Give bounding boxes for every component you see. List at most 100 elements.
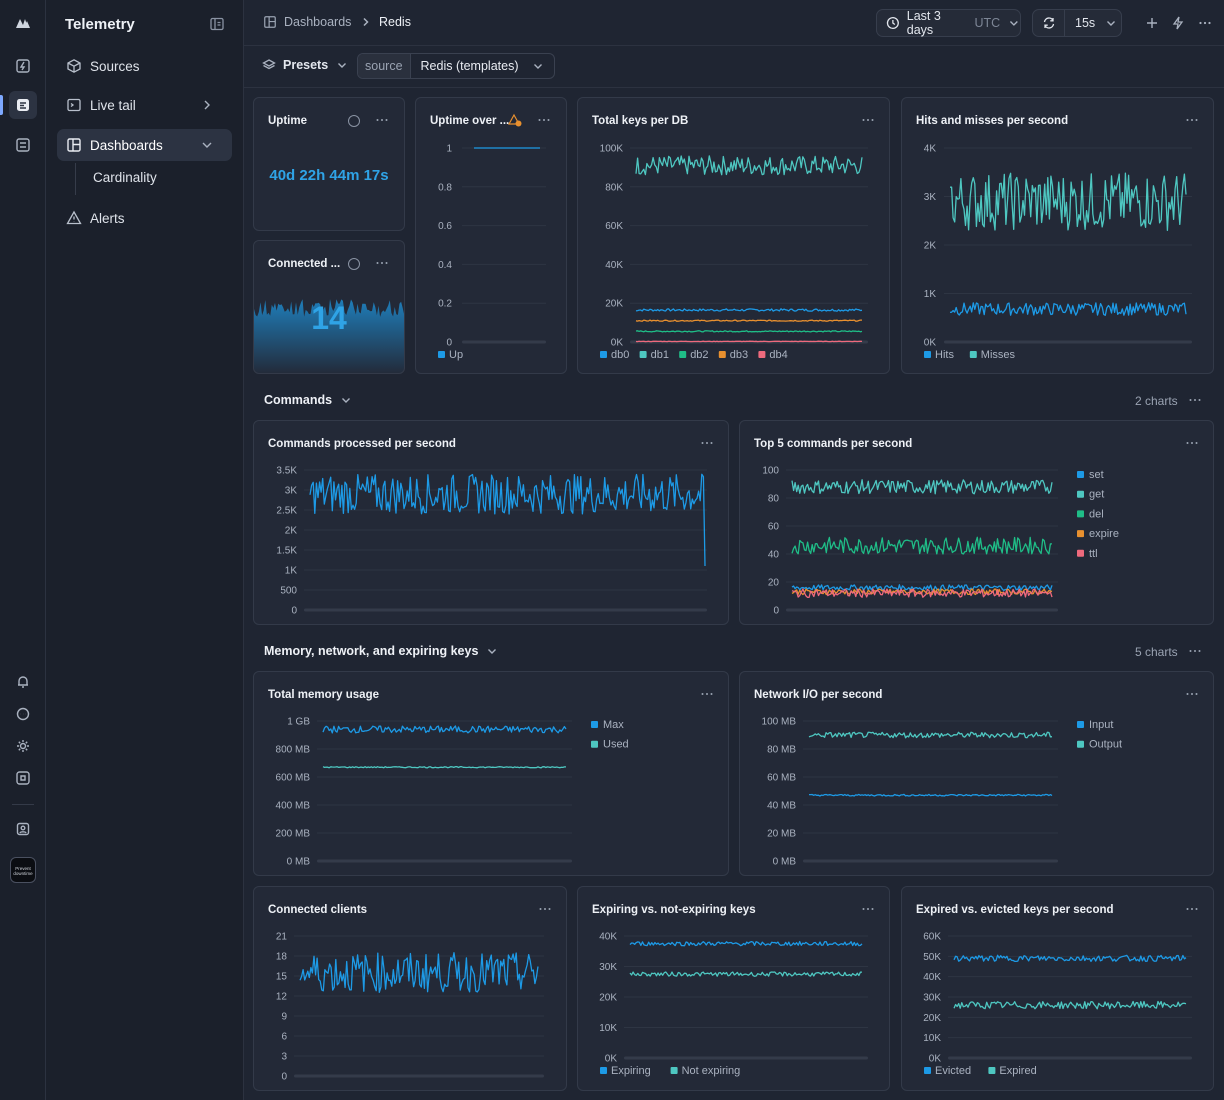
legend-swatch [969, 351, 977, 358]
sidebar-item-alerts[interactable]: Alerts [57, 202, 232, 234]
more-icon[interactable] [537, 901, 553, 917]
x-scrollbar[interactable] [462, 340, 546, 344]
legend-entry[interactable]: Expired [999, 1065, 1036, 1077]
source-filter[interactable]: source Redis (templates) [357, 53, 556, 79]
command-icon[interactable] [9, 764, 37, 792]
more-icon[interactable] [1187, 643, 1203, 659]
x-scrollbar[interactable] [317, 859, 572, 863]
panel-title: Top 5 commands per second [754, 438, 913, 450]
sidebar-item-live-tail[interactable]: Live tail [57, 89, 232, 121]
legend-entry[interactable]: Up [449, 349, 463, 361]
bolt-square-icon[interactable] [9, 52, 37, 80]
uptime-over-panel: Uptime over ... 0 0.2 0.4 0.6 0.8 1 Up [415, 97, 567, 374]
connected-panel: Connected ... 14 [253, 240, 405, 374]
section-header-commands[interactable]: Commands [264, 393, 352, 407]
series-line [808, 731, 1053, 739]
x-scrollbar[interactable] [948, 1056, 1192, 1060]
legend-entry[interactable]: Output [1089, 739, 1122, 751]
source-filter-value[interactable]: Redis (templates) [411, 54, 555, 78]
series-line [635, 330, 863, 333]
more-icon[interactable] [374, 255, 390, 271]
profile-icon[interactable] [9, 815, 37, 843]
legend-entry[interactable]: Misses [981, 349, 1016, 361]
legend-entry[interactable]: Hits [935, 349, 954, 361]
x-scrollbar[interactable] [803, 859, 1058, 863]
more-icon[interactable] [374, 112, 390, 128]
x-scrollbar[interactable] [294, 1074, 544, 1078]
presets-dropdown[interactable]: Presets [262, 58, 348, 72]
y-tick-label: 40 MB [767, 801, 796, 812]
x-scrollbar[interactable] [786, 608, 1058, 612]
legend-swatch [679, 351, 687, 358]
y-tick-label: 10K [923, 1033, 941, 1044]
x-scrollbar[interactable] [944, 340, 1192, 344]
legend-entry[interactable]: db4 [769, 349, 787, 361]
more-icon[interactable] [860, 112, 876, 128]
y-tick-label: 2K [285, 526, 298, 537]
more-icon[interactable] [1184, 901, 1200, 917]
breadcrumb-dashboards[interactable]: Dashboards [263, 15, 351, 29]
legend-entry[interactable]: del [1089, 508, 1104, 520]
legend-entry[interactable]: get [1089, 489, 1104, 501]
panel-title: Commands processed per second [268, 438, 456, 450]
legend-entry[interactable]: Evicted [935, 1065, 971, 1077]
network-chart: 0 MB 20 MB 40 MB 60 MB 80 MB 100 MB Input Outpu… [762, 717, 1123, 868]
legend-entry[interactable]: db2 [690, 349, 708, 361]
legend-entry[interactable]: db0 [611, 349, 629, 361]
sidebar-collapse-icon[interactable] [209, 16, 225, 32]
section-header-memory[interactable]: Memory, network, and expiring keys [264, 644, 498, 658]
more-icon[interactable] [699, 435, 715, 451]
legend-swatch [718, 351, 726, 358]
bell-icon[interactable] [9, 668, 37, 696]
legend-entry[interactable]: db1 [651, 349, 669, 361]
more-icon[interactable] [536, 112, 552, 128]
series-line [791, 479, 1053, 495]
filter-bar: Presets source Redis (templates) [244, 46, 1224, 88]
legend-entry[interactable]: Input [1089, 719, 1113, 731]
more-icon[interactable] [1184, 112, 1200, 128]
sidebar-item-dashboards[interactable]: Dashboards [57, 129, 232, 161]
more-icon[interactable] [699, 686, 715, 702]
series-line [809, 793, 1053, 797]
y-tick-label: 500 [280, 586, 297, 597]
more-icon[interactable] [860, 901, 876, 917]
x-scrollbar[interactable] [624, 1056, 868, 1060]
refresh-interval-select[interactable]: 15s [1065, 16, 1121, 30]
top-commands-chart: 0 20 40 60 80 100 set get del expire ttl [762, 466, 1119, 617]
network-panel: Network I/O per second 0 MB 20 MB 40 MB 60 … [739, 671, 1214, 876]
bolt-icon[interactable] [1170, 15, 1186, 31]
sun-icon[interactable] [9, 732, 37, 760]
time-range-picker[interactable]: Last 3 days UTC [876, 9, 1021, 37]
refresh-interval-label: 15s [1075, 16, 1096, 30]
connected-value: 14 [311, 300, 347, 336]
series-line [791, 584, 1053, 592]
logo-icon[interactable] [9, 9, 37, 37]
legend-entry[interactable]: Expiring [611, 1065, 651, 1077]
y-tick-label: 20 MB [767, 829, 796, 840]
rail-divider [12, 804, 34, 805]
legend-swatch [591, 721, 598, 728]
legend-entry[interactable]: set [1089, 469, 1104, 481]
sidebar-item-sources[interactable]: Sources [57, 50, 232, 82]
legend-entry[interactable]: Not expiring [682, 1065, 741, 1077]
panel-title: Total keys per DB [592, 115, 689, 127]
legend-entry[interactable]: db3 [730, 349, 748, 361]
legend-entry[interactable]: Used [603, 739, 629, 751]
plus-icon[interactable] [1144, 15, 1160, 31]
chat-icon[interactable] [9, 700, 37, 728]
legend-entry[interactable]: ttl [1089, 548, 1098, 560]
promo-badge[interactable]: Prevent downtime [10, 857, 36, 883]
x-scrollbar[interactable] [304, 608, 707, 612]
refresh-button[interactable] [1033, 10, 1065, 36]
logs-rail-icon[interactable] [9, 131, 37, 159]
legend-entry[interactable]: Max [603, 719, 624, 731]
more-icon[interactable] [1187, 392, 1203, 408]
more-icon[interactable] [1184, 435, 1200, 451]
sidebar-subitem-cardinality[interactable]: Cardinality [93, 170, 157, 185]
y-tick-label: 2.5K [276, 506, 297, 517]
more-icon[interactable] [1197, 15, 1213, 31]
dashboards-rail-icon[interactable] [9, 91, 37, 119]
legend-entry[interactable]: expire [1089, 528, 1119, 540]
y-tick-label: 0K [929, 1054, 942, 1065]
more-icon[interactable] [1184, 686, 1200, 702]
